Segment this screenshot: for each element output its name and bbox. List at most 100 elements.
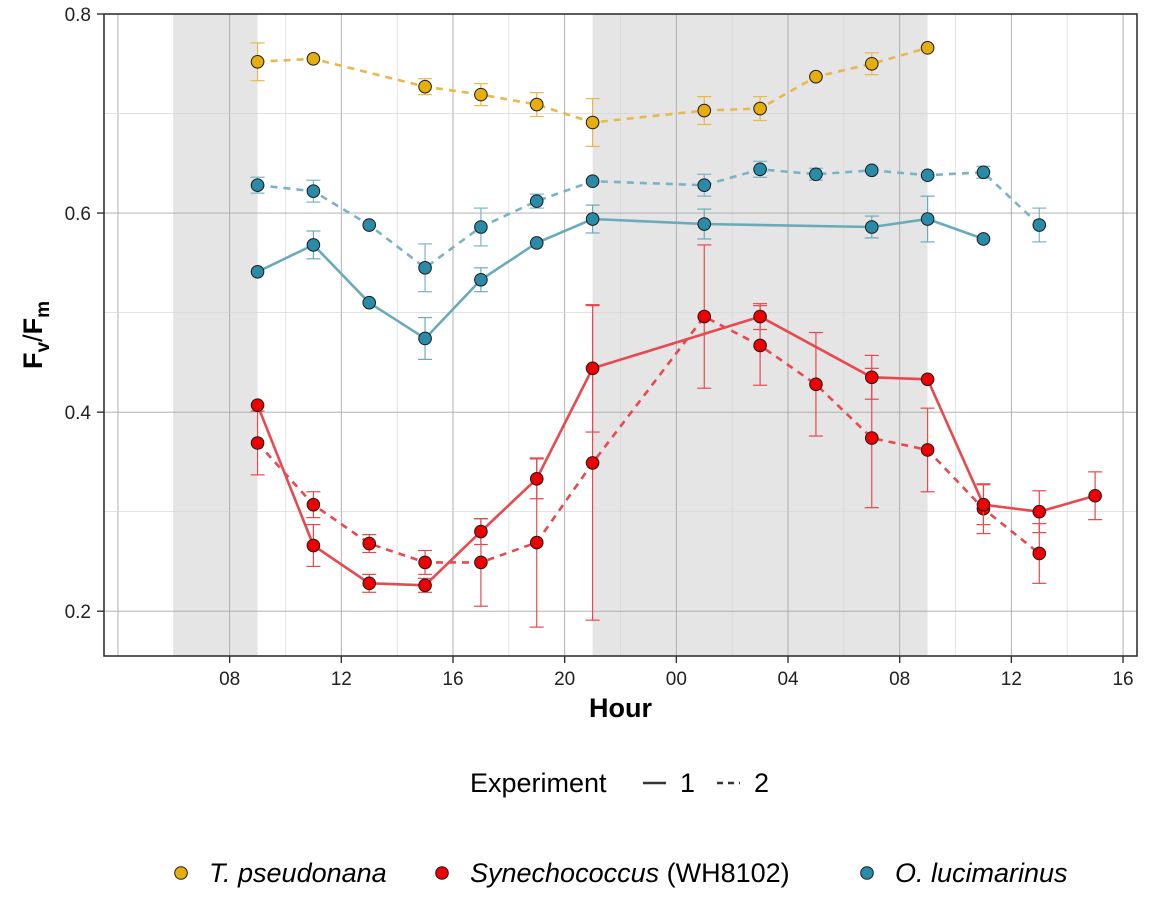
data-point [306, 184, 321, 198]
data-point [753, 338, 767, 353]
species-legend-key-3 [860, 866, 874, 880]
data-point [585, 174, 600, 189]
data-point [250, 178, 265, 192]
x-tick-label: 12 [1001, 669, 1022, 690]
data-point [418, 79, 432, 94]
data-point [250, 398, 265, 412]
data-point [920, 168, 935, 183]
experiment-legend-label-1: 1 [680, 768, 695, 798]
data-point [809, 377, 823, 392]
series-o-lucimarinus-exp-1 [250, 195, 991, 360]
x-tick-label: 12 [331, 669, 352, 690]
species-legend-label-3: O. lucimarinus [895, 858, 1068, 888]
data-point [529, 97, 544, 112]
data-point [697, 103, 712, 118]
x-axis-title: Hour [589, 693, 652, 723]
data-point [418, 578, 432, 593]
x-tick-label: 08 [889, 669, 910, 690]
data-point [362, 295, 377, 310]
data-point [474, 272, 488, 287]
data-point [362, 218, 377, 232]
grid-lines [104, 13, 1137, 656]
data-point [753, 101, 767, 116]
data-point [1032, 218, 1047, 232]
series-line [256, 314, 1041, 564]
series-t-pseudonana-exp-2 [250, 41, 935, 147]
data-point [529, 535, 544, 550]
x-tick-label: 16 [442, 669, 463, 690]
data-point [920, 41, 935, 55]
species-legend-label-1: T. pseudonana [209, 858, 387, 888]
y-axis-title-sep: / [18, 334, 48, 342]
data-point [585, 212, 600, 226]
data-point [864, 220, 879, 234]
x-axis: 08 12 16 20 00 04 08 12 16 [219, 656, 1134, 690]
experiment-legend-title: Experiment [470, 768, 607, 798]
y-axis-title-base-2: F [18, 318, 48, 335]
data-point [976, 232, 991, 246]
series-layer [250, 41, 1103, 628]
experiment-legend: Experiment 1 2 [470, 768, 769, 798]
y-axis: 0.2 0.4 0.6 0.8 [65, 5, 104, 623]
data-point [250, 54, 265, 69]
data-point [362, 576, 377, 591]
data-point [1088, 488, 1102, 503]
y-tick-label: 0.8 [65, 5, 91, 26]
x-tick-label: 00 [666, 669, 687, 690]
data-point [864, 431, 879, 445]
data-point [306, 51, 321, 66]
x-tick-label: 16 [1112, 669, 1133, 690]
data-point [864, 370, 879, 385]
y-tick-label: 0.6 [65, 204, 91, 225]
species-name-italic: Synechococcus [470, 858, 659, 888]
x-tick-label: 04 [777, 669, 799, 690]
data-point [418, 261, 432, 275]
data-point [585, 456, 600, 470]
species-name-italic: T. pseudonana [209, 858, 387, 888]
data-point [697, 178, 712, 192]
data-point [864, 56, 879, 71]
data-point [1032, 504, 1047, 519]
data-point [306, 238, 321, 252]
y-axis-title-sub1: v [33, 342, 54, 353]
species-name-italic: O. lucimarinus [895, 858, 1068, 888]
y-tick-label: 0.4 [65, 403, 92, 424]
x-tick-label: 08 [219, 669, 240, 690]
data-point [529, 472, 544, 486]
data-point [920, 443, 935, 457]
species-legend-key-1 [174, 866, 188, 880]
data-point [697, 309, 712, 324]
data-point [920, 372, 935, 387]
data-point [809, 69, 823, 84]
y-axis-title: Fv/Fm [18, 301, 54, 369]
data-point [250, 436, 265, 450]
data-point [1032, 546, 1047, 561]
species-strain: (WH8102) [659, 858, 790, 888]
x-tick-label: 20 [554, 669, 575, 690]
data-point [250, 264, 265, 279]
data-point [418, 331, 432, 346]
data-point [418, 555, 432, 570]
series-o-lucimarinus-exp-2 [250, 160, 1047, 293]
y-axis-title-sub2: m [33, 301, 54, 318]
species-legend-label-2: Synechococcus (WH8102) [470, 858, 790, 888]
experiment-legend-label-2: 2 [754, 768, 769, 798]
data-point [585, 115, 600, 130]
series-line [257, 167, 1041, 270]
data-point [474, 87, 488, 102]
data-point [809, 167, 823, 182]
data-point [976, 497, 991, 512]
data-point [474, 524, 488, 539]
data-point [474, 555, 488, 570]
series-synechococcus-wh8102--exp-1 [250, 303, 1103, 593]
species-legend-key-2 [435, 866, 449, 880]
data-point [474, 220, 488, 234]
y-tick-label: 0.2 [65, 602, 91, 623]
data-point [920, 212, 935, 226]
data-point [306, 497, 321, 512]
plot-border [103, 13, 1138, 657]
data-point [753, 309, 767, 324]
data-point [697, 217, 712, 231]
data-point [529, 236, 544, 250]
